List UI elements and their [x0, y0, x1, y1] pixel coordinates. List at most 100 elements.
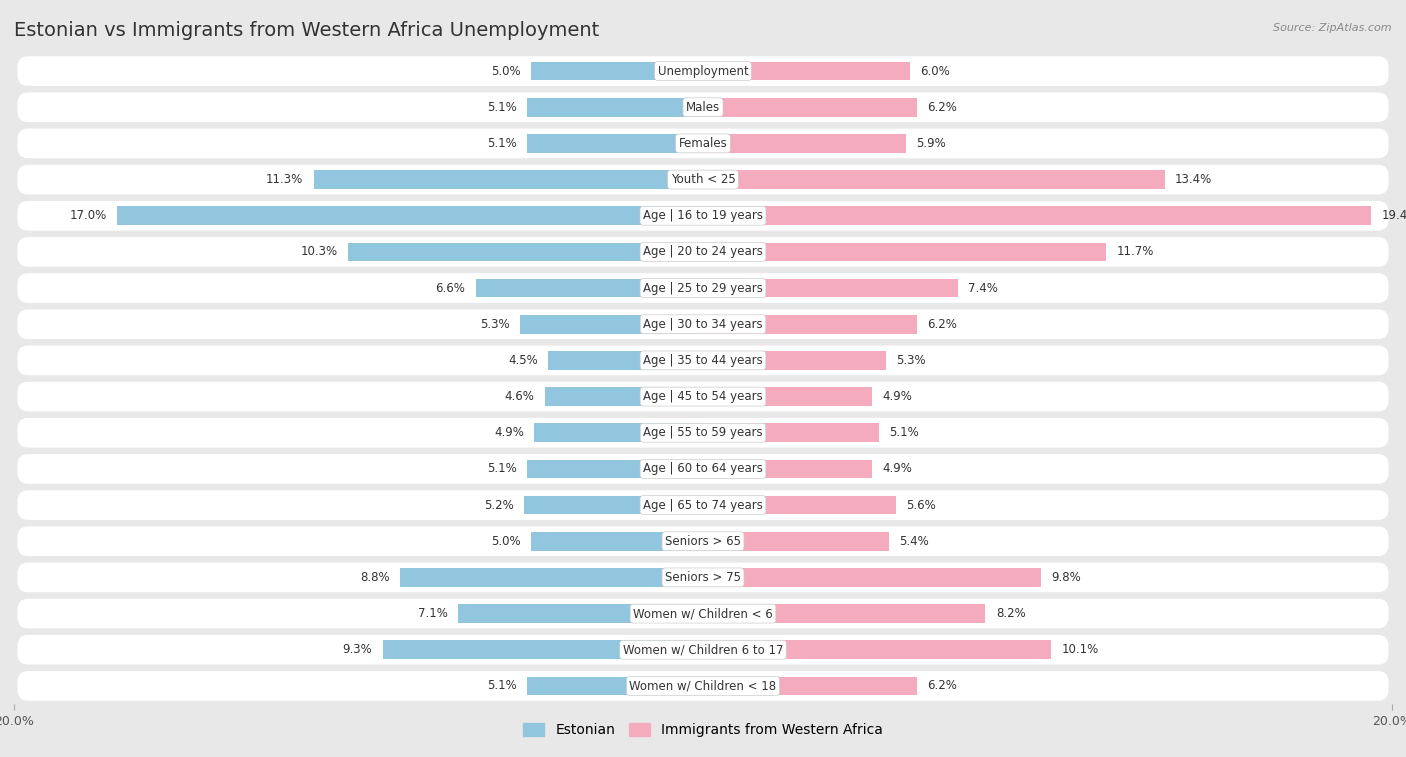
Bar: [703, 207, 1371, 225]
Text: Age | 60 to 64 years: Age | 60 to 64 years: [643, 463, 763, 475]
Text: Age | 25 to 29 years: Age | 25 to 29 years: [643, 282, 763, 294]
Bar: [703, 170, 1164, 189]
FancyBboxPatch shape: [17, 671, 1389, 701]
Bar: [703, 61, 910, 80]
Text: 17.0%: 17.0%: [70, 209, 107, 223]
Bar: [527, 98, 703, 117]
Text: 19.4%: 19.4%: [1382, 209, 1406, 223]
FancyBboxPatch shape: [17, 526, 1389, 556]
Bar: [520, 315, 703, 334]
Bar: [544, 387, 703, 406]
Text: 9.8%: 9.8%: [1050, 571, 1081, 584]
Text: 5.1%: 5.1%: [488, 463, 517, 475]
Text: 5.0%: 5.0%: [491, 534, 520, 548]
Text: 5.4%: 5.4%: [900, 534, 929, 548]
FancyBboxPatch shape: [17, 237, 1389, 266]
Bar: [703, 568, 1040, 587]
Text: Estonian vs Immigrants from Western Africa Unemployment: Estonian vs Immigrants from Western Afri…: [14, 21, 599, 40]
Text: 6.6%: 6.6%: [436, 282, 465, 294]
FancyBboxPatch shape: [17, 92, 1389, 122]
Bar: [703, 640, 1050, 659]
Bar: [527, 459, 703, 478]
Text: Source: ZipAtlas.com: Source: ZipAtlas.com: [1274, 23, 1392, 33]
Text: 7.1%: 7.1%: [418, 607, 449, 620]
FancyBboxPatch shape: [17, 310, 1389, 339]
Bar: [703, 496, 896, 515]
FancyBboxPatch shape: [17, 273, 1389, 303]
Text: 5.1%: 5.1%: [889, 426, 918, 439]
Text: 5.6%: 5.6%: [907, 499, 936, 512]
Bar: [117, 207, 703, 225]
FancyBboxPatch shape: [17, 56, 1389, 86]
Bar: [703, 532, 889, 550]
Text: Age | 20 to 24 years: Age | 20 to 24 years: [643, 245, 763, 258]
Bar: [703, 604, 986, 623]
Text: 6.0%: 6.0%: [920, 64, 950, 77]
Bar: [703, 98, 917, 117]
FancyBboxPatch shape: [17, 165, 1389, 195]
Text: 5.3%: 5.3%: [481, 318, 510, 331]
Bar: [314, 170, 703, 189]
Text: 10.3%: 10.3%: [301, 245, 337, 258]
Text: 10.1%: 10.1%: [1062, 643, 1098, 656]
FancyBboxPatch shape: [17, 454, 1389, 484]
Text: 4.9%: 4.9%: [494, 426, 524, 439]
Bar: [703, 351, 886, 370]
Bar: [527, 677, 703, 696]
Text: Age | 55 to 59 years: Age | 55 to 59 years: [643, 426, 763, 439]
Text: Age | 45 to 54 years: Age | 45 to 54 years: [643, 390, 763, 403]
Bar: [531, 61, 703, 80]
Text: 5.3%: 5.3%: [896, 354, 925, 367]
Text: 5.1%: 5.1%: [488, 101, 517, 114]
Text: Seniors > 75: Seniors > 75: [665, 571, 741, 584]
FancyBboxPatch shape: [17, 201, 1389, 231]
Text: 5.2%: 5.2%: [484, 499, 513, 512]
FancyBboxPatch shape: [17, 382, 1389, 411]
Text: Males: Males: [686, 101, 720, 114]
Text: Women w/ Children < 18: Women w/ Children < 18: [630, 680, 776, 693]
Text: 4.6%: 4.6%: [505, 390, 534, 403]
Bar: [703, 242, 1107, 261]
FancyBboxPatch shape: [17, 129, 1389, 158]
Bar: [703, 459, 872, 478]
Text: 8.8%: 8.8%: [360, 571, 389, 584]
Bar: [703, 677, 917, 696]
Text: Unemployment: Unemployment: [658, 64, 748, 77]
Text: Females: Females: [679, 137, 727, 150]
Bar: [382, 640, 703, 659]
Text: 5.1%: 5.1%: [488, 680, 517, 693]
Text: Women w/ Children < 6: Women w/ Children < 6: [633, 607, 773, 620]
Text: 8.2%: 8.2%: [995, 607, 1025, 620]
Text: Women w/ Children 6 to 17: Women w/ Children 6 to 17: [623, 643, 783, 656]
Bar: [703, 279, 957, 298]
Text: 6.2%: 6.2%: [927, 101, 956, 114]
FancyBboxPatch shape: [17, 635, 1389, 665]
Legend: Estonian, Immigrants from Western Africa: Estonian, Immigrants from Western Africa: [517, 718, 889, 743]
Bar: [524, 496, 703, 515]
Bar: [703, 134, 907, 153]
Text: 11.3%: 11.3%: [266, 173, 304, 186]
FancyBboxPatch shape: [17, 562, 1389, 592]
FancyBboxPatch shape: [17, 491, 1389, 520]
Bar: [703, 423, 879, 442]
Text: 11.7%: 11.7%: [1116, 245, 1154, 258]
Text: 13.4%: 13.4%: [1175, 173, 1212, 186]
FancyBboxPatch shape: [17, 346, 1389, 375]
Text: 6.2%: 6.2%: [927, 318, 956, 331]
Text: 4.9%: 4.9%: [882, 390, 912, 403]
Bar: [531, 532, 703, 550]
Text: Age | 30 to 34 years: Age | 30 to 34 years: [643, 318, 763, 331]
Bar: [703, 387, 872, 406]
FancyBboxPatch shape: [17, 418, 1389, 447]
Text: Youth < 25: Youth < 25: [671, 173, 735, 186]
Text: 4.5%: 4.5%: [508, 354, 537, 367]
Bar: [349, 242, 703, 261]
Text: 7.4%: 7.4%: [969, 282, 998, 294]
Bar: [475, 279, 703, 298]
Bar: [703, 315, 917, 334]
Bar: [399, 568, 703, 587]
Bar: [527, 134, 703, 153]
Text: 6.2%: 6.2%: [927, 680, 956, 693]
FancyBboxPatch shape: [17, 599, 1389, 628]
Text: 4.9%: 4.9%: [882, 463, 912, 475]
